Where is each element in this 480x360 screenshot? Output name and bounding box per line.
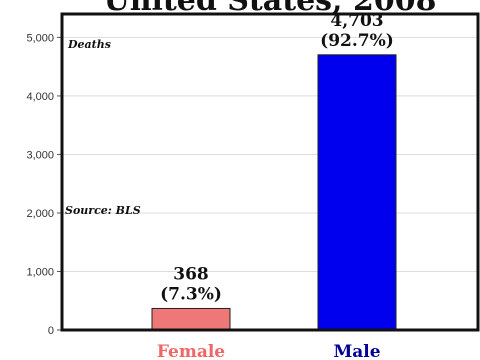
- plot-frame: [60, 12, 480, 332]
- category-labels: Female Male: [157, 342, 381, 360]
- y-axis-ticks: 0 1,000 2,000 3,000 4,000 5,000: [26, 32, 62, 337]
- y-axis-label: Deaths: [67, 38, 111, 51]
- y-tick-label: 4,000: [26, 91, 54, 103]
- bars: [151, 54, 397, 331]
- y-tick-label: 3,000: [26, 149, 54, 161]
- source-note: Source: BLS: [65, 204, 141, 217]
- bar-female: [151, 307, 231, 331]
- bar-percent-label: (92.7%): [320, 31, 394, 51]
- y-tick-label: 1,000: [26, 266, 54, 278]
- y-tick-label: 2,000: [26, 208, 54, 220]
- value-labels: 368(7.3%) 4,703(92.7%): [160, 11, 394, 305]
- y-tick-label: 0: [48, 325, 54, 337]
- bar-value-label: 4,703: [330, 11, 383, 31]
- bar-value-label: 368: [173, 264, 209, 284]
- gridlines: [62, 36, 478, 272]
- category-label: Female: [157, 342, 225, 360]
- y-tick-label: 5,000: [26, 32, 54, 44]
- bar-percent-label: (7.3%): [160, 284, 222, 304]
- category-label: Male: [333, 342, 380, 360]
- bar-male: [317, 54, 397, 331]
